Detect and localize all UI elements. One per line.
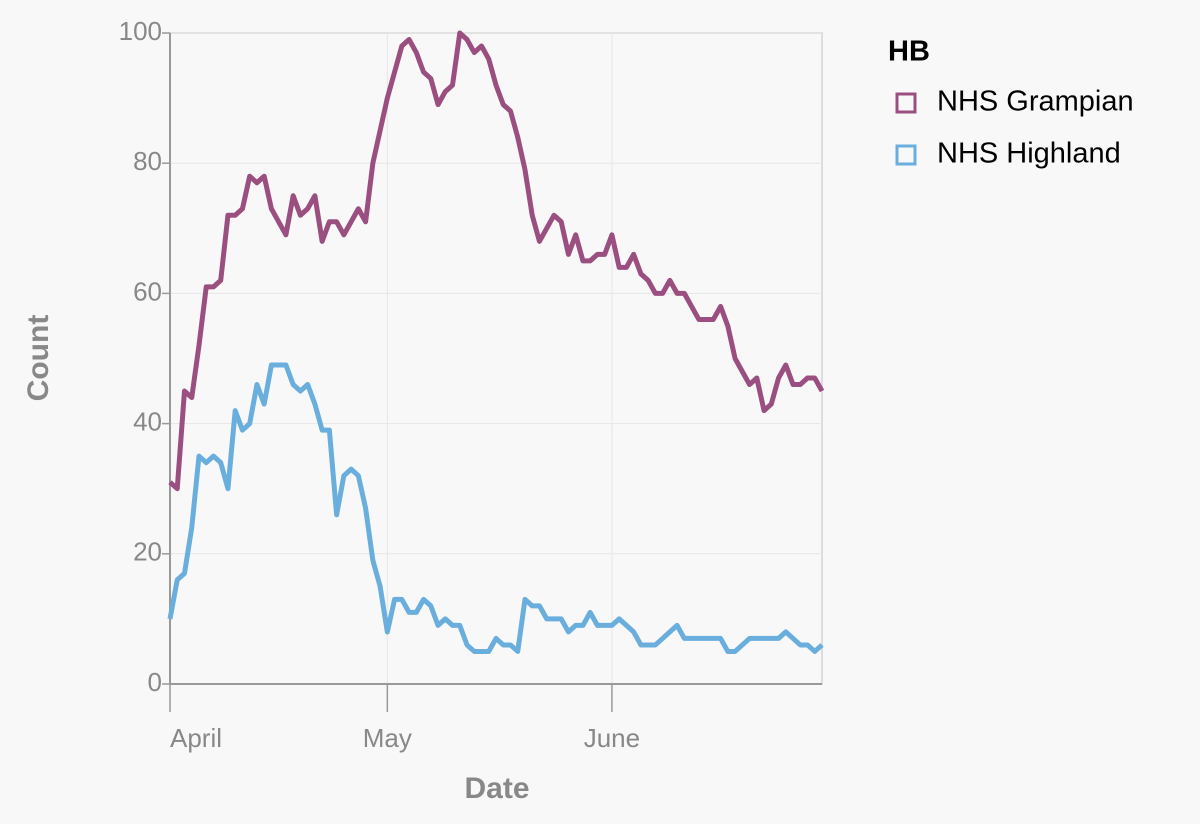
legend-symbol	[895, 92, 917, 114]
x-axis-title: Date	[464, 772, 529, 805]
y-tick-label: 80	[133, 146, 162, 176]
y-axis-title: Count	[22, 315, 55, 402]
x-tick-label: June	[584, 723, 640, 753]
legend-label: NHS Grampian	[937, 86, 1134, 118]
y-tick-label: 0	[148, 667, 162, 697]
legend-title: HB	[888, 36, 930, 68]
y-tick-label: 60	[133, 276, 162, 306]
x-tick-label: April	[170, 723, 222, 753]
legend-label: NHS Highland	[937, 138, 1121, 170]
legend-symbol	[895, 144, 917, 166]
y-tick-label: 20	[133, 537, 162, 567]
series-line	[167, 362, 824, 654]
plot-frame	[169, 32, 823, 685]
y-tick-label: 100	[119, 16, 162, 46]
y-tick-label: 40	[133, 406, 162, 436]
x-tick-label: May	[363, 723, 412, 753]
series-line	[168, 30, 825, 492]
